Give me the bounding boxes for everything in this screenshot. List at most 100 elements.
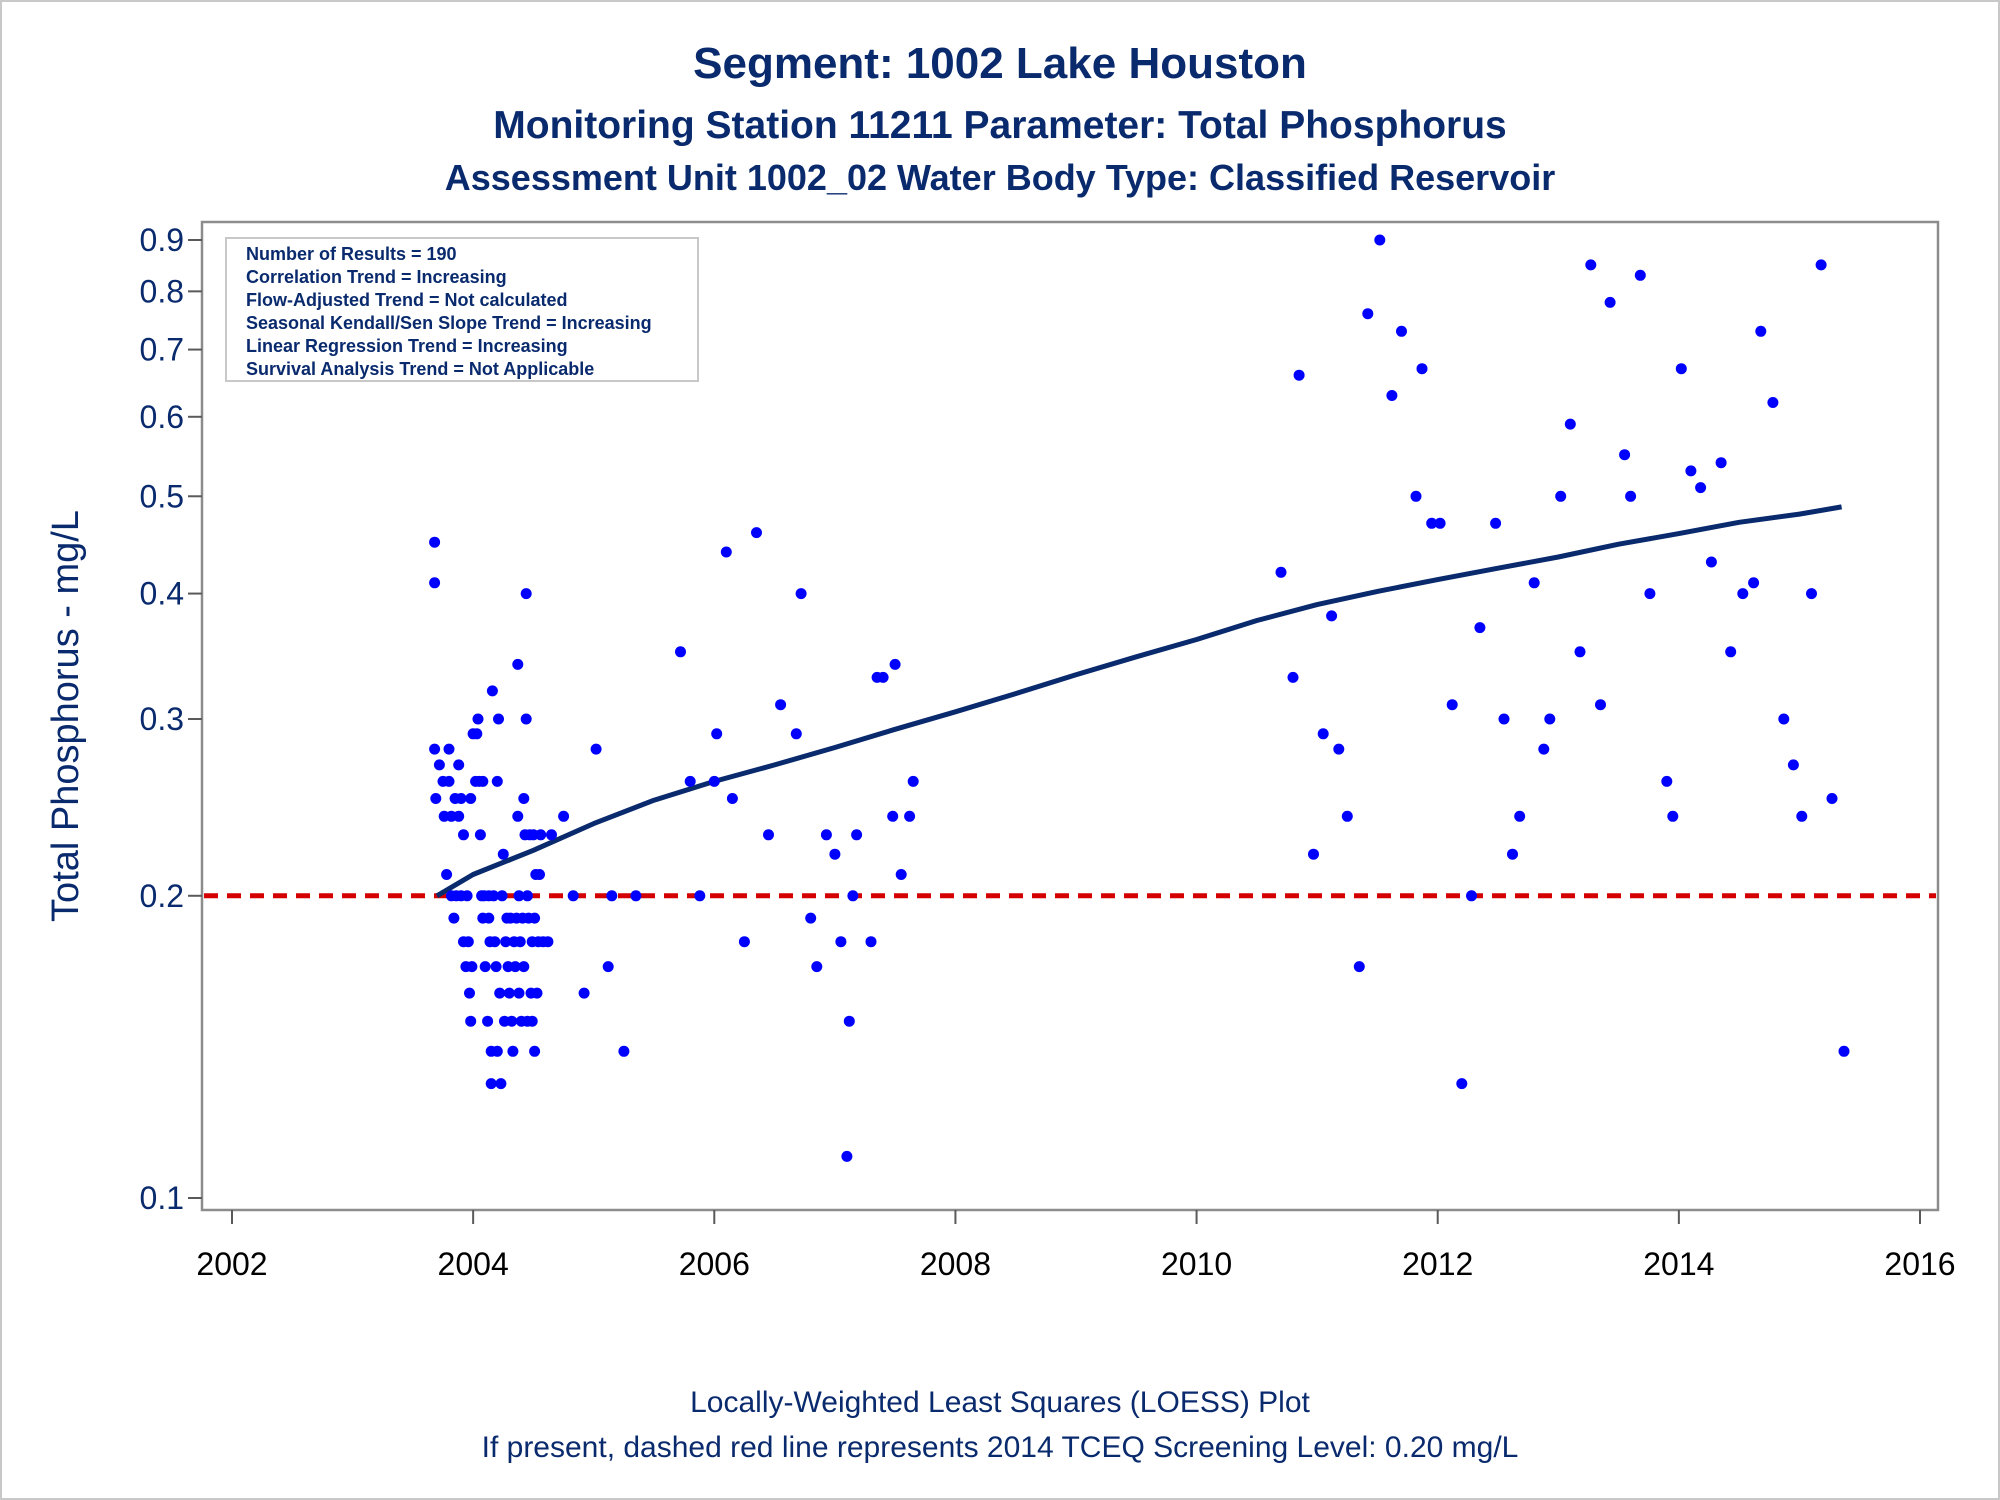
data-point <box>726 793 738 804</box>
data-point <box>1838 1045 1850 1057</box>
data-point <box>514 936 526 948</box>
data-points <box>429 234 1850 1162</box>
data-point <box>500 936 512 948</box>
data-point <box>1326 610 1338 622</box>
data-point <box>1416 363 1428 375</box>
data-point <box>529 1045 541 1057</box>
data-point <box>904 810 916 822</box>
data-point <box>546 829 557 841</box>
loess-layer <box>435 504 1843 898</box>
data-point <box>895 869 907 880</box>
data-point <box>711 728 723 740</box>
data-point <box>1396 325 1407 337</box>
data-point <box>1353 961 1365 973</box>
data-point <box>455 793 467 804</box>
data-point <box>805 912 817 924</box>
data-point <box>841 1150 853 1162</box>
y-tick-label: 0.4 <box>140 576 184 612</box>
data-point <box>485 1078 497 1090</box>
data-point <box>720 546 732 558</box>
data-point <box>479 961 491 973</box>
stats-survival: Survival Analysis Trend = Not Applicable <box>246 359 594 379</box>
data-point <box>1826 793 1838 804</box>
y-tick-label: 0.1 <box>140 1180 184 1216</box>
data-point <box>618 1045 630 1057</box>
data-point <box>829 848 841 860</box>
data-point <box>458 829 469 841</box>
y-axis-label: Total Phosphorus - mg/L <box>45 510 87 922</box>
data-point <box>542 936 554 948</box>
y-tick-label: 0.9 <box>140 222 184 258</box>
stats-flow-adjusted: Flow-Adjusted Trend = Not calculated <box>246 290 568 310</box>
data-point <box>1386 390 1398 401</box>
data-point <box>465 793 477 804</box>
data-point <box>1498 713 1510 725</box>
data-point <box>491 775 503 787</box>
data-point <box>578 987 590 999</box>
data-point <box>630 890 642 902</box>
data-point <box>520 588 532 600</box>
data-point <box>1625 490 1637 502</box>
data-point <box>887 810 899 822</box>
data-point <box>1490 517 1502 529</box>
data-point <box>489 936 501 948</box>
data-point <box>1644 588 1656 600</box>
data-point <box>1287 671 1299 683</box>
data-point <box>847 890 859 902</box>
footnote-screening: If present, dashed red line represents 2… <box>482 1431 1519 1464</box>
data-point <box>441 869 453 880</box>
data-point <box>1466 890 1477 902</box>
data-point <box>507 1045 519 1057</box>
data-point <box>590 743 602 755</box>
data-point <box>429 536 441 548</box>
footnote-loess: Locally-Weighted Least Squares (LOESS) P… <box>690 1386 1310 1419</box>
data-point <box>529 912 541 924</box>
data-point <box>535 829 547 841</box>
data-point <box>496 890 508 902</box>
data-point <box>465 1015 477 1027</box>
data-point <box>494 987 506 999</box>
data-point <box>1815 259 1827 271</box>
data-point <box>1595 699 1606 711</box>
data-point <box>1544 713 1556 725</box>
data-point <box>518 961 530 973</box>
data-point <box>1341 810 1353 822</box>
data-point <box>1434 517 1446 529</box>
data-point <box>835 936 847 948</box>
data-point <box>443 775 455 787</box>
x-tick-label: 2006 <box>679 1246 750 1282</box>
data-point <box>1317 728 1329 740</box>
y-tick-label: 0.3 <box>140 701 184 737</box>
data-point <box>1755 325 1767 337</box>
data-point <box>751 527 762 539</box>
x-tick-label: 2004 <box>438 1246 509 1282</box>
data-point <box>602 961 614 973</box>
data-point <box>513 890 525 902</box>
data-point <box>684 775 696 787</box>
data-point <box>1737 588 1749 600</box>
data-point <box>503 987 515 999</box>
data-point <box>843 1015 855 1027</box>
data-point <box>433 759 445 771</box>
data-point <box>471 728 483 740</box>
data-point <box>1538 743 1550 755</box>
y-tick-label: 0.5 <box>140 478 184 514</box>
data-point <box>1748 577 1760 589</box>
data-point <box>811 961 823 973</box>
data-point <box>1675 363 1687 375</box>
x-tick-label: 2016 <box>1884 1246 1955 1282</box>
data-point <box>1333 743 1345 755</box>
data-point <box>790 728 802 740</box>
data-point <box>738 936 750 948</box>
data-point <box>1374 234 1386 246</box>
data-point <box>1555 490 1567 502</box>
data-point <box>1474 622 1486 634</box>
data-point <box>453 810 465 822</box>
data-point <box>1275 566 1287 578</box>
stats-seasonal-kendall: Seasonal Kendall/Sen Slope Trend = Incre… <box>246 313 652 333</box>
data-point <box>694 890 706 902</box>
y-axis: 0.1 0.2 0.3 0.4 0.5 0.6 0.7 0.8 0.9 <box>140 222 202 1216</box>
data-point <box>495 1078 507 1090</box>
data-point <box>461 890 473 902</box>
